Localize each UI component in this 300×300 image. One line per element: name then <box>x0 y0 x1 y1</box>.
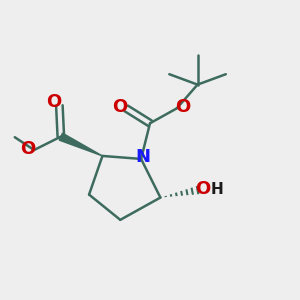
Text: O: O <box>20 140 36 158</box>
Polygon shape <box>59 133 102 156</box>
Text: O: O <box>195 180 211 198</box>
Text: O: O <box>112 98 127 116</box>
Text: H: H <box>211 182 223 197</box>
Text: O: O <box>175 98 190 116</box>
Text: N: N <box>135 148 150 166</box>
Text: O: O <box>46 93 62 111</box>
